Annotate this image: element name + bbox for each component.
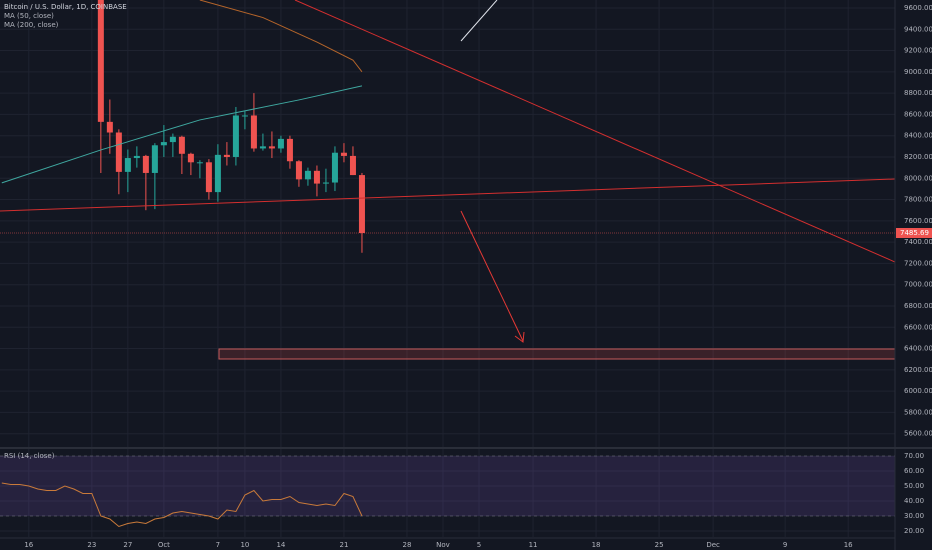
- candle-body: [232, 115, 239, 157]
- y-tick-label: 7200.00: [904, 259, 932, 267]
- y-tick-label: 9600.00: [904, 4, 932, 12]
- y-tick-label: 60.00: [904, 467, 924, 475]
- candle-body: [205, 162, 212, 193]
- candle-body: [313, 170, 320, 184]
- candle-body: [124, 158, 131, 172]
- trend-line: [294, 0, 895, 263]
- x-tick-label: Dec: [706, 541, 720, 549]
- y-tick-label: 50.00: [904, 482, 924, 490]
- x-tick-label: 10: [240, 541, 249, 549]
- candle-body: [115, 132, 122, 172]
- axes: 16 23 27 Oct 7 10 14 21 28 Nov 5 11 18 25 Dec 9 16 5600.0…: [24, 4, 932, 549]
- candle-body: [331, 152, 338, 183]
- candle-body: [196, 162, 203, 164]
- y-tick-label: 5600.00: [904, 430, 932, 438]
- candle-body: [349, 155, 356, 176]
- candle-body: [268, 146, 275, 149]
- x-tick-label: 23: [87, 541, 96, 549]
- x-tick-label: 9: [783, 541, 787, 549]
- target-zone: [218, 348, 895, 360]
- y-tick-label: 20.00: [904, 527, 924, 535]
- y-tick-label: 6800.00: [904, 302, 932, 310]
- x-tick-label: 11: [529, 541, 538, 549]
- y-tick-label: 7000.00: [904, 281, 932, 289]
- candle-body: [169, 136, 176, 143]
- candle-body: [286, 138, 293, 162]
- x-tick-label: 27: [123, 541, 132, 549]
- x-tick-label: 16: [24, 541, 33, 549]
- candle-body: [241, 115, 248, 117]
- y-tick-label: 6400.00: [904, 345, 932, 353]
- candle-body: [250, 115, 257, 149]
- candle-body: [133, 155, 140, 159]
- candle-body: [277, 138, 284, 149]
- x-tick-label: Oct: [158, 541, 170, 549]
- x-tick-label: 7: [216, 541, 220, 549]
- y-tick-label: 70.00: [904, 452, 924, 460]
- candle-body: [187, 153, 194, 163]
- candle-body: [160, 142, 167, 146]
- x-tick-label: 18: [592, 541, 601, 549]
- candle-body: [214, 154, 221, 193]
- x-tick-label: 14: [276, 541, 285, 549]
- x-tick-label: 28: [403, 541, 412, 549]
- y-tick-label: 6600.00: [904, 323, 932, 331]
- rsi-band: [0, 456, 895, 516]
- rsi-pane: [0, 455, 895, 528]
- y-tick-label: 8600.00: [904, 110, 932, 118]
- candle-body: [304, 170, 311, 180]
- y-tick-label: 40.00: [904, 497, 924, 505]
- y-tick-label: 6200.00: [904, 366, 932, 374]
- candle-body: [142, 155, 149, 173]
- x-tick-label: Nov: [436, 541, 450, 549]
- arrow-head: [514, 331, 525, 343]
- legend-entry: MA (50, close): [4, 12, 54, 20]
- candle-body: [295, 161, 302, 180]
- y-tick-label: 7400.00: [904, 238, 932, 246]
- legend-entry: MA (200, close): [4, 21, 59, 29]
- x-tick-label: 21: [339, 541, 348, 549]
- y-tick-label: 30.00: [904, 512, 924, 520]
- candle-body: [358, 175, 365, 234]
- x-tick-label: 5: [477, 541, 481, 549]
- candle-body: [340, 152, 347, 156]
- x-tick-label: 16: [844, 541, 853, 549]
- y-tick-label: 9000.00: [904, 68, 932, 76]
- moving-average: [199, 0, 363, 73]
- last-price-tag: [896, 228, 932, 239]
- arrow: [460, 210, 524, 342]
- rsi-line: [1, 482, 363, 528]
- trend-line: [460, 0, 498, 42]
- y-tick-label: 8000.00: [904, 174, 932, 182]
- y-tick-label: 6000.00: [904, 387, 932, 395]
- candle-body: [259, 146, 266, 149]
- candle-body: [322, 182, 329, 184]
- y-tick-label: 7600.00: [904, 217, 932, 225]
- y-tick-label: 9400.00: [904, 25, 932, 33]
- trend-line: [0, 178, 895, 212]
- y-tick-label: 7800.00: [904, 196, 932, 204]
- candle-body: [151, 145, 158, 173]
- rsi-title: RSI (14, close): [4, 452, 55, 460]
- candle-body: [178, 136, 185, 154]
- y-tick-label: 8400.00: [904, 132, 932, 140]
- chart-title: Bitcoin / U.S. Dollar, 1D, COINBASE: [4, 3, 127, 11]
- x-tick-label: 25: [655, 541, 664, 549]
- candle-body: [106, 121, 113, 133]
- y-tick-label: 5800.00: [904, 408, 932, 416]
- y-tick-label: 8200.00: [904, 153, 932, 161]
- moving-average: [1, 85, 363, 184]
- candle-body: [223, 154, 230, 157]
- price-pane: [0, 0, 895, 253]
- last-price-label: 7485.69: [900, 229, 929, 237]
- y-tick-label: 9200.00: [904, 47, 932, 55]
- drawings: [0, 0, 895, 360]
- y-tick-label: 8800.00: [904, 89, 932, 97]
- candle-body: [97, 0, 104, 122]
